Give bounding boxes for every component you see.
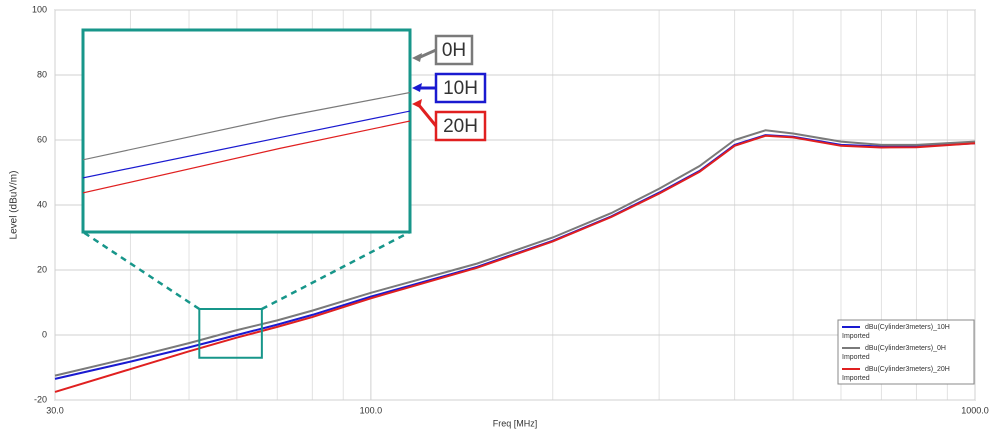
zoom-connector [261, 230, 411, 311]
annotation-arrowhead [412, 53, 422, 62]
annotation-arrow [416, 103, 438, 127]
annotation-box [434, 72, 487, 104]
x-tick-label: 100.0 [360, 405, 383, 415]
series-line [54, 129, 976, 377]
inset [81, 28, 412, 234]
series-line [54, 134, 976, 393]
y-tick-label: 40 [37, 199, 47, 209]
legend-label: dBu(Cylinder3meters)_20H [865, 366, 950, 373]
zoom-line [83, 120, 410, 194]
zoom-line [83, 91, 410, 161]
y-tick-label: 60 [37, 134, 47, 144]
legend [837, 319, 975, 385]
y-tick-label: 100 [32, 4, 47, 14]
x-tick-label: 1000.0 [961, 405, 989, 415]
legend-label: dBu(Cylinder3meters)_10H [865, 324, 950, 331]
legend-source: Imported [842, 375, 870, 382]
legend-source: Imported [842, 354, 870, 361]
y-axis-label: Level (dBuV/m) [9, 171, 20, 240]
legend-label: dBu(Cylinder3meters)_0H [865, 345, 946, 352]
annotation-label: 0H [442, 40, 466, 61]
annotation-box [434, 110, 487, 142]
y-tick-label: -20 [34, 394, 47, 404]
annotation-arrowhead [412, 99, 422, 108]
y-tick-label: 20 [37, 264, 47, 274]
annotation-label: 20H [443, 116, 478, 137]
x-axis-label: Freq [MHz] [493, 418, 538, 428]
y-tick-label: 80 [37, 69, 47, 79]
zoom-line [83, 110, 410, 179]
zoom-connector [82, 230, 201, 311]
annotation-label: 10H [443, 78, 478, 99]
x-tick-label: 30.0 [46, 405, 64, 415]
annotation-arrowhead [412, 83, 422, 92]
y-tick-label: 0 [42, 329, 47, 339]
legend-source: Imported [842, 333, 870, 340]
zoom-box [198, 308, 263, 359]
inset-lines [83, 91, 410, 194]
annotation-box [434, 34, 474, 66]
